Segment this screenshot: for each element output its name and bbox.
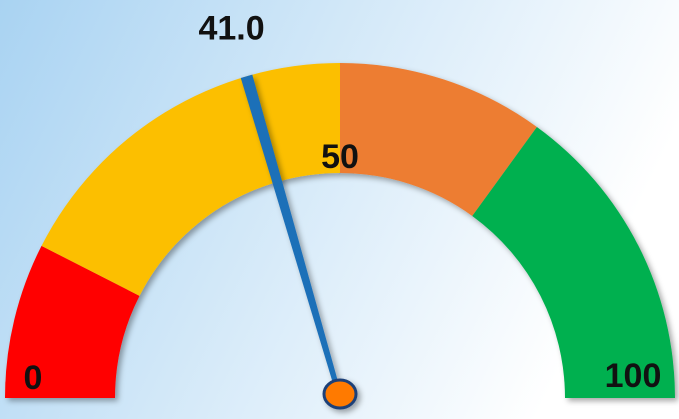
needle <box>240 74 343 399</box>
gauge-band <box>472 126 675 398</box>
gauge-band <box>340 63 537 216</box>
tick-label: 0 <box>24 359 43 397</box>
tick-label: 100 <box>605 357 662 395</box>
tick-label: 50 <box>321 138 359 176</box>
gauge-band <box>41 63 340 296</box>
needle-hub <box>322 378 358 410</box>
value-label: 41.0 <box>198 9 264 47</box>
gauge-band <box>5 245 140 398</box>
